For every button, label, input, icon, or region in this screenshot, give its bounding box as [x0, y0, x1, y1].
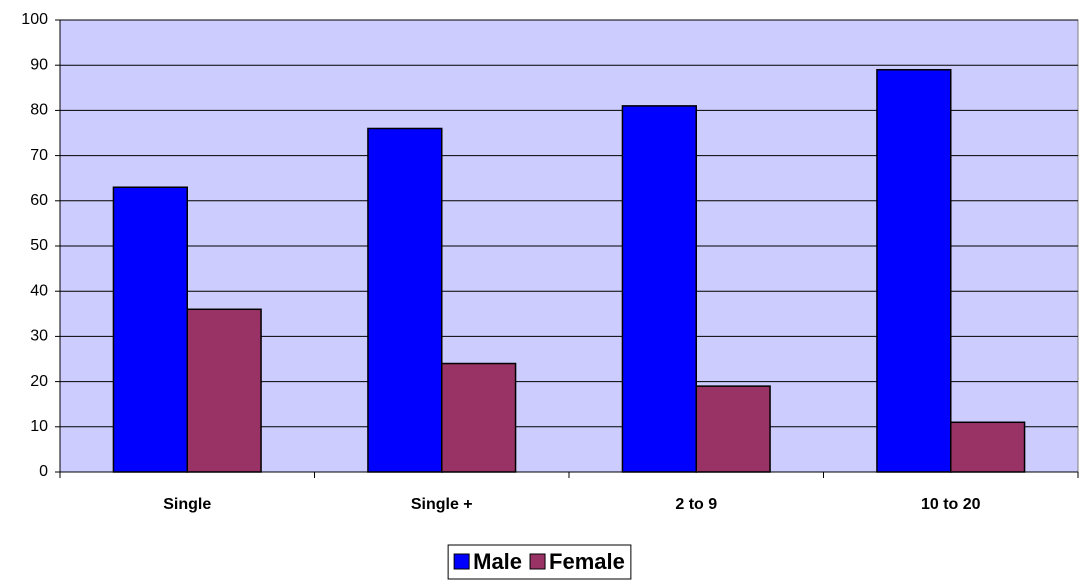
y-tick-label: 100 — [21, 11, 48, 28]
y-tick-label: 80 — [30, 102, 48, 119]
bar — [186, 308, 262, 473]
y-tick-label: 60 — [30, 192, 48, 209]
legend-label: Female — [549, 549, 625, 574]
y-tick-label: 90 — [30, 56, 48, 73]
x-tick-label: Single — [163, 496, 211, 513]
bar — [367, 127, 443, 473]
legend-swatch — [453, 553, 470, 570]
bar — [112, 186, 188, 473]
x-tick-label: Single + — [411, 496, 473, 513]
x-tick-label: 2 to 9 — [675, 496, 717, 513]
x-tick-label: 10 to 20 — [921, 496, 981, 513]
legend-swatch — [529, 553, 546, 570]
y-tick-label: 70 — [30, 147, 48, 164]
y-tick-label: 10 — [30, 418, 48, 435]
y-tick-label: 40 — [30, 282, 48, 299]
bar — [695, 385, 771, 473]
y-tick-label: 0 — [39, 463, 48, 480]
bar — [876, 68, 952, 473]
y-tick-label: 30 — [30, 328, 48, 345]
y-tick-label: 20 — [30, 373, 48, 390]
legend-label: Male — [473, 549, 522, 574]
bar — [441, 362, 517, 473]
y-tick-label: 50 — [30, 237, 48, 254]
bar — [950, 421, 1026, 473]
bar — [621, 105, 698, 473]
